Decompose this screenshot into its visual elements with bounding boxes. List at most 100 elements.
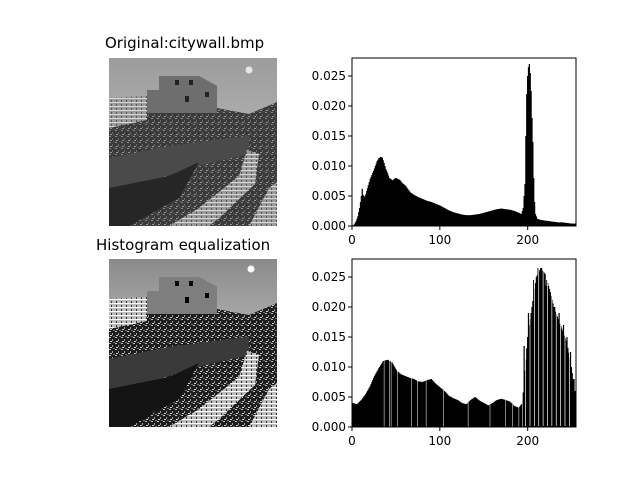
histogram-bar [520,214,523,226]
histogram-bar [415,196,418,226]
histogram-bar [535,216,537,226]
histogram-bar [401,374,404,427]
histogram-bar [429,201,432,226]
histogram-bar [551,221,553,226]
histogram-bar [408,377,411,427]
histogram-bar [556,222,558,226]
histogram-bar [510,210,512,226]
histogram-bar [479,401,481,427]
histogram-bar [394,178,396,226]
histogram-bar [466,403,468,427]
histogram-bar [452,398,454,427]
histogram-bar [356,404,358,427]
histogram-bar [443,208,446,226]
histogram-bar [419,381,421,427]
histogram-bar [470,400,472,427]
histogram-bar [408,377,410,427]
histogram-bar [422,199,424,226]
histogram-bar [392,363,394,427]
histogram-bar [413,379,415,427]
histogram-bar [512,210,514,226]
histogram-bar [399,179,401,226]
histogram-bar [490,210,492,226]
histogram-bar [573,223,575,226]
histogram-bar [488,211,490,226]
histogram-bar [538,219,540,226]
histogram-bar [383,163,385,226]
histogram-bar [362,194,364,226]
histogram-gap [542,259,544,426]
histogram-bar [456,399,458,427]
histogram-bar [569,223,572,226]
histogram-bar [515,406,517,427]
histogram-bar [474,397,476,427]
histogram-bar [447,209,449,226]
histogram-bar [426,380,428,427]
histogram-bar [570,367,572,427]
histogram-bar [464,403,467,427]
histogram-bar [475,214,477,226]
histogram-bar [485,212,488,226]
histogram-bar [541,220,544,226]
histogram-bar [455,212,457,226]
histogram-bar [380,363,383,427]
histogram-bar [440,206,442,226]
histogram-bar [491,210,493,226]
histogram-bar [485,404,488,427]
histogram-bar [387,360,390,427]
histogram-bar [461,403,463,427]
histogram-bar [477,214,479,226]
histogram-bar [478,214,481,226]
histogram-bar [360,400,362,427]
histogram-bar [555,222,557,226]
histogram-bar [502,208,504,226]
y-tick-label: 0.020 [312,99,346,113]
histogram-bar [439,387,441,427]
histogram-bar [522,208,524,226]
histogram-bar [459,214,461,226]
histogram-bar [445,208,447,226]
histogram-bar [378,158,380,226]
histogram-bar [528,64,530,226]
histogram-bar [437,385,439,427]
histogram-bar [408,190,410,226]
histogram-bar [494,401,496,427]
histogram-bar [453,398,455,427]
histogram-bar [527,313,530,427]
histogram-bar [474,214,476,226]
histogram-bar [417,197,419,226]
histogram-bar [473,397,475,427]
histogram-bar [430,202,432,226]
histogram-bar [400,374,402,427]
histogram-bar [504,399,506,427]
histogram-bar [542,220,544,226]
histogram-bar [445,392,447,427]
histogram-bar [470,215,472,226]
histogram-bar [394,366,396,427]
histogram-bar [355,403,357,427]
histogram-bar [446,209,448,226]
y-tick-label: 0.010 [312,159,346,173]
histogram-bar [386,360,388,427]
histogram-bar [399,373,401,427]
histogram-bar [486,404,488,427]
histogram-bar [455,399,457,427]
histogram-bar [403,375,405,427]
histogram-bar [389,178,391,226]
histogram-bar [562,222,565,226]
histogram-bar [441,388,443,427]
histogram-bar [429,379,431,427]
histogram-original: 0.000 0.005 0.010 0.015 0.020 0.025 0 100 200 [312,57,577,247]
histogram-bar [404,376,406,427]
histogram-bar [424,200,426,226]
histogram-bar [416,196,418,226]
histogram-bar [464,403,466,427]
histogram-bar [418,381,420,427]
histogram-bar [536,218,538,226]
histogram-bar [366,188,369,226]
histogram-bar [380,157,382,226]
histogram-bar [485,403,487,427]
histogram-bar [509,401,511,427]
histogram-bar [412,194,414,226]
histogram-bar [359,208,361,226]
